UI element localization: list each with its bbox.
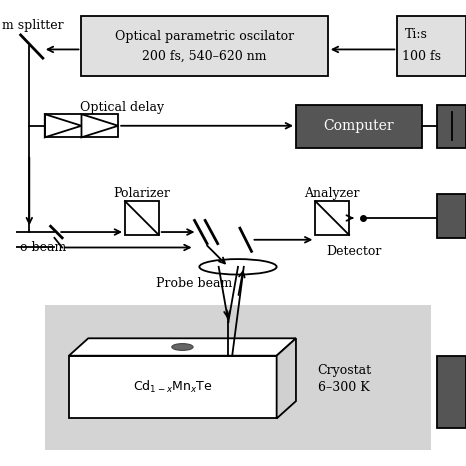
- Text: Optical delay: Optical delay: [80, 101, 164, 114]
- Text: Detector: Detector: [326, 245, 382, 258]
- Polygon shape: [45, 114, 82, 137]
- Bar: [82, 16, 328, 75]
- Text: 200 fs, 540–620 nm: 200 fs, 540–620 nm: [143, 50, 267, 63]
- Text: Optical parametric oscilator: Optical parametric oscilator: [115, 30, 294, 43]
- Text: o beam: o beam: [20, 241, 66, 254]
- Polygon shape: [277, 338, 296, 418]
- Text: Analyzer: Analyzer: [304, 187, 359, 200]
- Bar: [45, 114, 118, 137]
- Polygon shape: [82, 114, 118, 137]
- Bar: [437, 356, 466, 428]
- Bar: [296, 104, 422, 148]
- Bar: [125, 201, 159, 235]
- Bar: [397, 16, 466, 75]
- Text: Polarizer: Polarizer: [113, 187, 170, 200]
- Text: Probe beam: Probe beam: [157, 277, 233, 290]
- Text: $\mathrm{Cd}_{1-x}\mathrm{Mn}_{x}\mathrm{Te}$: $\mathrm{Cd}_{1-x}\mathrm{Mn}_{x}\mathrm…: [133, 379, 212, 395]
- Text: Computer: Computer: [323, 119, 394, 133]
- Bar: [45, 305, 431, 450]
- Polygon shape: [69, 338, 296, 356]
- Bar: [315, 201, 349, 235]
- Ellipse shape: [172, 343, 193, 350]
- Bar: [69, 356, 277, 418]
- Bar: [437, 194, 466, 238]
- Text: 6–300 K: 6–300 K: [318, 381, 370, 394]
- Text: Cryostat: Cryostat: [317, 363, 371, 377]
- Bar: [437, 104, 466, 148]
- Text: Ti:s: Ti:s: [405, 28, 428, 41]
- Text: m splitter: m splitter: [2, 19, 64, 32]
- Text: 100 fs: 100 fs: [402, 50, 441, 63]
